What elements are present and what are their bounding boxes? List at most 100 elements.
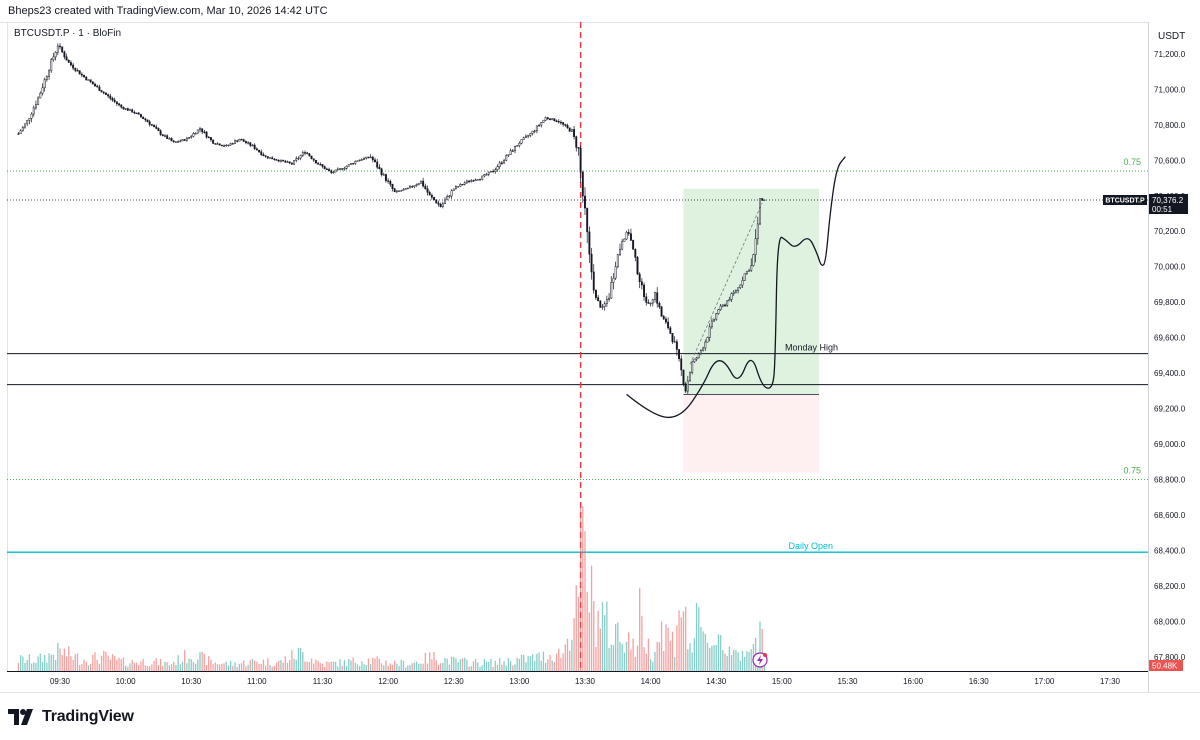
volume-bar xyxy=(68,646,70,671)
volume-bar xyxy=(516,657,518,671)
candle-body xyxy=(673,341,676,343)
candle-body xyxy=(516,145,519,147)
candle-body xyxy=(503,160,506,164)
candle-body xyxy=(282,159,285,162)
candle-body xyxy=(761,198,764,201)
volume-bar xyxy=(278,660,280,671)
candle-body xyxy=(691,361,694,374)
volume-bar xyxy=(599,628,601,671)
candle-body xyxy=(400,190,403,192)
candle-body xyxy=(369,156,372,159)
candle-body xyxy=(50,59,53,72)
price-axis[interactable] xyxy=(1148,22,1200,692)
candle-body xyxy=(34,104,37,109)
candle-body xyxy=(157,128,160,131)
volume-bar xyxy=(439,663,442,671)
candle-body xyxy=(647,302,650,304)
symbol-title[interactable]: BTCUSDT.P · 1 · BloFin xyxy=(14,28,122,39)
volume-bar xyxy=(24,662,26,671)
countdown-text: 00:51 xyxy=(1152,205,1173,214)
volume-bar xyxy=(632,638,634,671)
volume-bar xyxy=(289,659,291,671)
candle-body xyxy=(179,140,182,142)
volume-bar xyxy=(48,653,50,671)
volume-bar xyxy=(131,659,133,671)
volume-bar xyxy=(575,585,577,671)
candle-body xyxy=(520,139,523,144)
volume-bar xyxy=(286,662,289,671)
volume-bar xyxy=(746,651,748,671)
price-tick-label: 70,800.0 xyxy=(1154,121,1186,130)
candle-body xyxy=(454,186,457,190)
time-tick-label: 11:00 xyxy=(247,677,267,686)
volume-bar xyxy=(737,652,739,671)
volume-bar xyxy=(450,656,453,671)
volume-bar xyxy=(538,652,540,671)
candle-body xyxy=(242,139,245,142)
candle-body xyxy=(636,257,639,275)
candle-body xyxy=(678,349,681,360)
volume-bar xyxy=(625,641,628,671)
volume-bar xyxy=(190,659,192,671)
candle-body xyxy=(627,232,630,234)
candle-body xyxy=(310,155,313,159)
volume-bar xyxy=(299,647,302,671)
candle-body xyxy=(367,156,370,159)
volume-bar xyxy=(383,665,385,671)
candle-body xyxy=(422,180,425,187)
volume-bar xyxy=(332,661,335,671)
candle-body xyxy=(205,131,208,138)
volume-bar xyxy=(531,654,534,671)
candle-body xyxy=(557,121,560,123)
candle-body xyxy=(586,207,589,233)
volume-bar xyxy=(593,601,595,671)
candle-body xyxy=(238,139,241,142)
candle-body xyxy=(411,186,414,188)
candle-body xyxy=(415,184,418,186)
volume-bar xyxy=(133,663,136,671)
volume-bar xyxy=(678,610,680,671)
candle-body xyxy=(625,232,628,240)
candle-body xyxy=(216,143,219,145)
price-tick-label: 70,000.0 xyxy=(1154,263,1186,272)
volume-bar xyxy=(175,664,177,671)
volume-bar xyxy=(739,661,741,671)
volume-bar xyxy=(319,662,321,671)
volume-bar xyxy=(245,666,247,671)
candle-body xyxy=(21,126,24,132)
time-tick-label: 15:30 xyxy=(837,677,858,686)
currency-label[interactable]: USDT xyxy=(1158,31,1186,42)
volume-bar xyxy=(50,654,52,671)
volume-bar xyxy=(424,652,426,671)
candle-body xyxy=(341,168,344,170)
time-axis[interactable] xyxy=(7,671,1148,693)
candle-body xyxy=(194,133,197,135)
candle-body xyxy=(623,238,626,242)
tradingview-logo[interactable]: TradingView xyxy=(8,706,134,728)
volume-bar xyxy=(665,624,667,671)
volume-bar xyxy=(415,661,418,671)
candle-body xyxy=(273,158,276,160)
chart-area[interactable] xyxy=(7,22,1149,671)
candle-body xyxy=(481,175,484,180)
volume-bar xyxy=(173,661,175,671)
candle-body xyxy=(231,143,234,145)
candle-body xyxy=(19,130,22,135)
candle-body xyxy=(129,109,131,111)
candle-body xyxy=(37,97,40,105)
volume-bar xyxy=(124,665,127,671)
lightning-glyph xyxy=(757,655,763,665)
volume-bar xyxy=(492,666,494,671)
candle-body xyxy=(146,119,149,122)
time-tick-label: 11:30 xyxy=(313,677,333,686)
candle-body xyxy=(549,118,551,121)
candle-body xyxy=(465,180,468,184)
candle-body xyxy=(430,194,433,198)
candle-body xyxy=(196,129,199,134)
volume-bar xyxy=(669,640,671,671)
candle-body xyxy=(555,120,558,122)
volume-bar xyxy=(293,658,295,671)
candle-body xyxy=(41,87,44,94)
candle-body xyxy=(218,143,221,146)
